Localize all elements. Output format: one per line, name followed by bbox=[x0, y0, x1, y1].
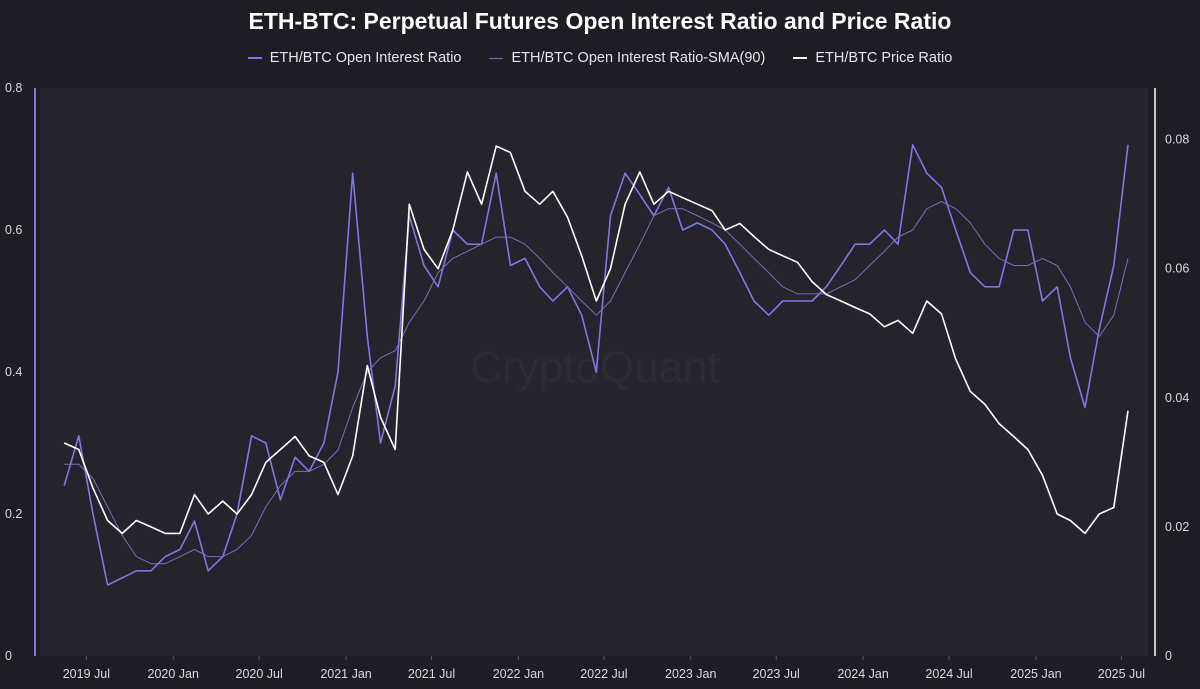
series-line-oi-sma90 bbox=[64, 201, 1129, 565]
series-line-price-ratio bbox=[63, 145, 1129, 535]
x-tick-label: 2025 Jan bbox=[1010, 667, 1061, 681]
plot-area bbox=[40, 88, 1148, 656]
legend: ETH/BTC Open Interest Ratio ETH/BTC Open… bbox=[0, 50, 1200, 66]
x-tick-label: 2021 Jan bbox=[320, 667, 371, 681]
y-right-ticks: 0 0.02 0.04 0.06 0.08 bbox=[1165, 133, 1189, 663]
y-right-tick-label: 0 bbox=[1165, 649, 1172, 663]
legend-item-price[interactable]: ETH/BTC Price Ratio bbox=[793, 50, 952, 66]
y-right-tick-label: 0.02 bbox=[1165, 520, 1189, 534]
x-tick-label: 2025 Jul bbox=[1098, 667, 1145, 681]
y-left-tick-label: 0.2 bbox=[5, 507, 22, 521]
y-left-tick-label: 0 bbox=[5, 649, 12, 663]
series-group bbox=[63, 144, 1129, 586]
x-ticks: 2019 Jul 2020 Jan 2020 Jul 2021 Jan 2021 Jul… bbox=[63, 656, 1145, 681]
legend-label-oi: ETH/BTC Open Interest Ratio bbox=[269, 50, 462, 66]
x-tick-label: 2020 Jan bbox=[148, 667, 199, 681]
legend-swatch-price bbox=[793, 57, 808, 59]
x-tick-label: 2022 Jul bbox=[580, 667, 627, 681]
y-right-tick-label: 0.04 bbox=[1165, 391, 1189, 405]
y-left-tick-label: 0.6 bbox=[5, 223, 22, 237]
legend-swatch-sma bbox=[489, 57, 504, 59]
x-tick-label: 2020 Jul bbox=[236, 667, 283, 681]
x-tick-label: 2019 Jul bbox=[63, 667, 110, 681]
y-left-ticks: 0 0.2 0.4 0.6 0.8 bbox=[5, 81, 22, 663]
y-right-tick-label: 0.06 bbox=[1165, 262, 1189, 276]
x-tick-label: 2021 Jul bbox=[408, 667, 455, 681]
y-left-tick-label: 0.8 bbox=[5, 81, 22, 95]
x-tick-label: 2023 Jan bbox=[665, 667, 716, 681]
x-tick-label: 2024 Jul bbox=[925, 667, 972, 681]
legend-item-oi[interactable]: ETH/BTC Open Interest Ratio bbox=[247, 50, 462, 66]
legend-label-sma: ETH/BTC Open Interest Ratio-SMA(90) bbox=[511, 50, 766, 66]
legend-swatch-oi bbox=[247, 57, 262, 59]
legend-item-sma[interactable]: ETH/BTC Open Interest Ratio-SMA(90) bbox=[489, 50, 765, 66]
chart-title: ETH-BTC: Perpetual Futures Open Interest… bbox=[248, 8, 952, 34]
legend-label-price: ETH/BTC Price Ratio bbox=[815, 50, 953, 66]
x-tick-label: 2022 Jan bbox=[493, 667, 544, 681]
series-line-oi-ratio bbox=[63, 144, 1129, 586]
y-right-tick-label: 0.08 bbox=[1165, 133, 1189, 147]
x-tick-label: 2023 Jul bbox=[753, 667, 800, 681]
y-left-tick-label: 0.4 bbox=[5, 365, 22, 379]
x-tick-label: 2024 Jan bbox=[837, 667, 888, 681]
